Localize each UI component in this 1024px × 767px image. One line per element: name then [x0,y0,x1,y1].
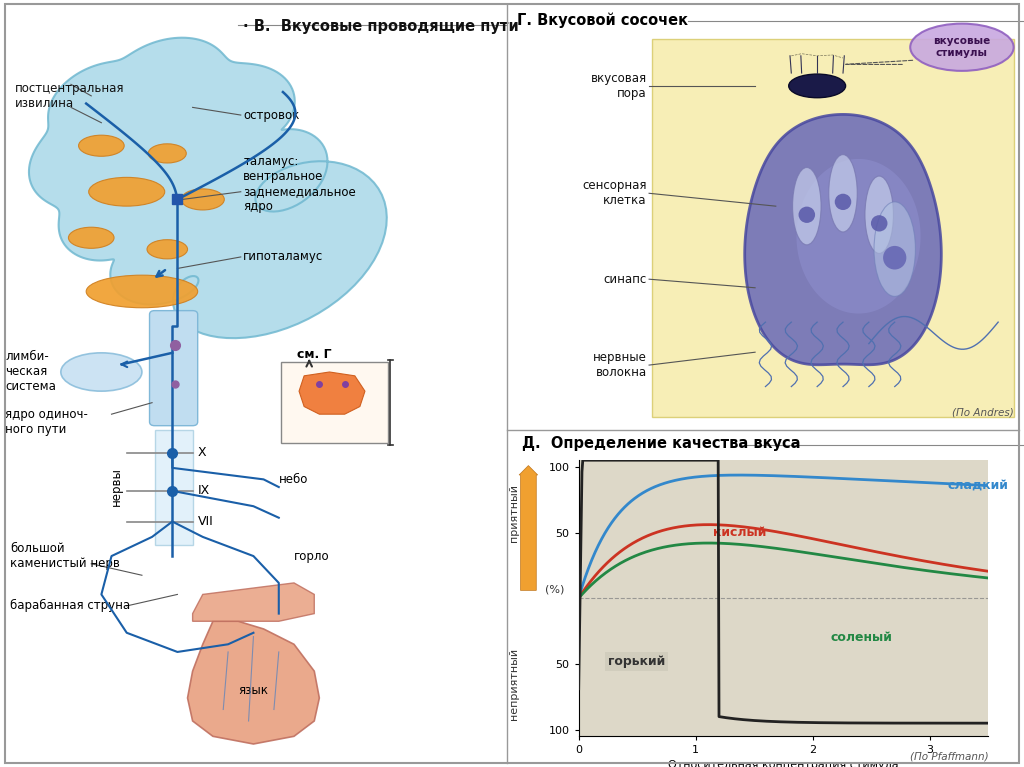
Text: IX: IX [198,485,210,497]
Text: (По Pfaffmann): (По Pfaffmann) [909,751,988,761]
Ellipse shape [60,353,142,391]
Text: небо: небо [279,473,308,486]
Ellipse shape [147,239,187,258]
Text: сладкий: сладкий [947,479,1008,492]
Text: большой
каменистый нерв: большой каменистый нерв [10,542,120,570]
Polygon shape [187,621,319,744]
Ellipse shape [835,194,851,210]
Ellipse shape [799,206,815,223]
Text: Д.  Определение качества вкуса: Д. Определение качества вкуса [522,436,801,451]
Text: постцентральная
извилина: постцентральная извилина [15,82,125,110]
Text: ядро одиноч-
ного пути: ядро одиноч- ного пути [5,408,88,436]
Text: соленый: соленый [830,631,892,644]
FancyArrow shape [519,466,538,591]
Text: сенсорная
клетка: сенсорная клетка [582,179,646,207]
Text: лимби-
ческая
система: лимби- ческая система [5,351,56,393]
Text: нервные
волокна: нервные волокна [593,351,646,379]
FancyBboxPatch shape [155,430,193,545]
Ellipse shape [793,167,821,245]
FancyBboxPatch shape [282,363,388,443]
Text: кислый: кислый [713,526,767,539]
Text: вкусовая
пора: вкусовая пора [591,72,646,100]
Ellipse shape [883,246,906,269]
Text: неприятный: неприятный [509,647,519,719]
Text: (%): (%) [545,584,564,594]
Ellipse shape [79,135,124,156]
Text: вкусовые
стимулы: вкусовые стимулы [933,37,990,58]
Polygon shape [29,38,387,338]
FancyBboxPatch shape [150,311,198,426]
Text: Г. Вкусовой сосочек: Г. Вкусовой сосочек [517,13,688,28]
Ellipse shape [148,144,186,163]
Ellipse shape [871,216,888,232]
Text: барабанная струна: барабанная струна [10,599,130,613]
Text: VII: VII [198,515,213,528]
Text: нервы: нервы [111,468,123,506]
Text: X: X [198,446,206,459]
Ellipse shape [910,24,1014,71]
Polygon shape [193,583,314,621]
Polygon shape [299,372,365,414]
Text: синапс: синапс [603,273,646,285]
Text: горло: горло [294,550,330,562]
Polygon shape [797,159,921,314]
Text: (По Andres): (По Andres) [952,407,1014,417]
Polygon shape [744,114,941,365]
Ellipse shape [86,275,198,308]
Text: см. Г: см. Г [297,348,331,361]
Text: гипоталамус: гипоталамус [244,251,324,263]
X-axis label: Относительная концентрация стимула: Относительная концентрация стимула [668,759,899,767]
Ellipse shape [828,155,857,232]
Ellipse shape [181,189,224,210]
Text: приятный: приятный [509,484,519,542]
Text: язык: язык [239,684,268,696]
FancyBboxPatch shape [651,38,1014,416]
Text: горький: горький [608,655,665,668]
Ellipse shape [865,176,893,253]
Text: приятный: приятный [523,497,534,552]
Ellipse shape [788,74,846,97]
Text: островок: островок [244,109,300,121]
Ellipse shape [89,177,165,206]
Text: · В.  Вкусовые проводящие пути: · В. Вкусовые проводящие пути [244,19,519,35]
Ellipse shape [874,202,915,296]
Ellipse shape [69,227,114,249]
Text: таламус:
вентральное
заднемедиальное
ядро: таламус: вентральное заднемедиальное ядр… [244,155,356,213]
